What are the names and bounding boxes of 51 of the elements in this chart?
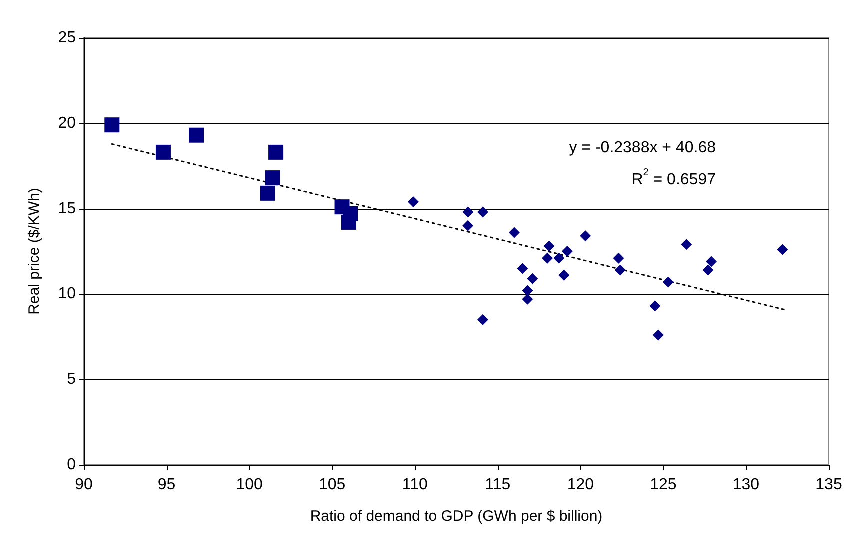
point <box>508 227 520 238</box>
point <box>477 314 488 326</box>
point <box>706 256 717 268</box>
point <box>652 330 664 341</box>
point <box>156 144 171 160</box>
y-axis-title: Real price ($/KWh) <box>26 188 43 315</box>
point <box>189 128 204 143</box>
x-tick-label: 125 <box>650 476 677 494</box>
x-tick-label: 115 <box>485 476 511 494</box>
y-tick-label: 20 <box>58 114 76 132</box>
point <box>462 206 474 218</box>
point <box>522 285 534 296</box>
point <box>517 263 528 274</box>
point <box>562 246 573 257</box>
point <box>613 252 624 264</box>
point <box>558 270 570 281</box>
x-tick-label: 130 <box>732 476 760 494</box>
point <box>522 294 534 305</box>
point <box>265 170 280 186</box>
point <box>544 240 555 252</box>
point <box>702 264 714 276</box>
x-axis-title: Ratio of demand to GDP (GWh per $ billion) <box>310 508 603 525</box>
y-tick-label: 5 <box>67 371 76 388</box>
point <box>477 206 488 218</box>
point <box>104 118 120 133</box>
x-tick-label: 105 <box>318 476 346 494</box>
point <box>777 244 788 256</box>
point <box>650 300 661 312</box>
point <box>662 276 674 288</box>
y-tick-label: 15 <box>58 200 76 218</box>
x-tick-label: 100 <box>236 476 263 494</box>
point <box>260 186 276 201</box>
x-tick-label: 95 <box>158 476 176 494</box>
point <box>268 144 284 160</box>
point <box>614 264 626 276</box>
x-tick-label: 135 <box>816 476 842 494</box>
x-tick-label: 90 <box>75 476 93 494</box>
point <box>681 239 692 250</box>
point <box>542 252 554 264</box>
point <box>527 273 538 284</box>
point <box>408 196 419 208</box>
y-tick-label: 0 <box>67 456 76 474</box>
point <box>580 230 592 242</box>
point <box>462 220 474 232</box>
x-tick-label: 110 <box>402 476 428 494</box>
x-tick-label: 120 <box>567 476 594 494</box>
annotation: y = -0.2388x + 40.68 <box>569 140 716 156</box>
point <box>341 214 356 230</box>
point <box>554 252 565 264</box>
y-tick-label: 25 <box>58 30 76 46</box>
y-tick-label: 10 <box>58 286 76 303</box>
